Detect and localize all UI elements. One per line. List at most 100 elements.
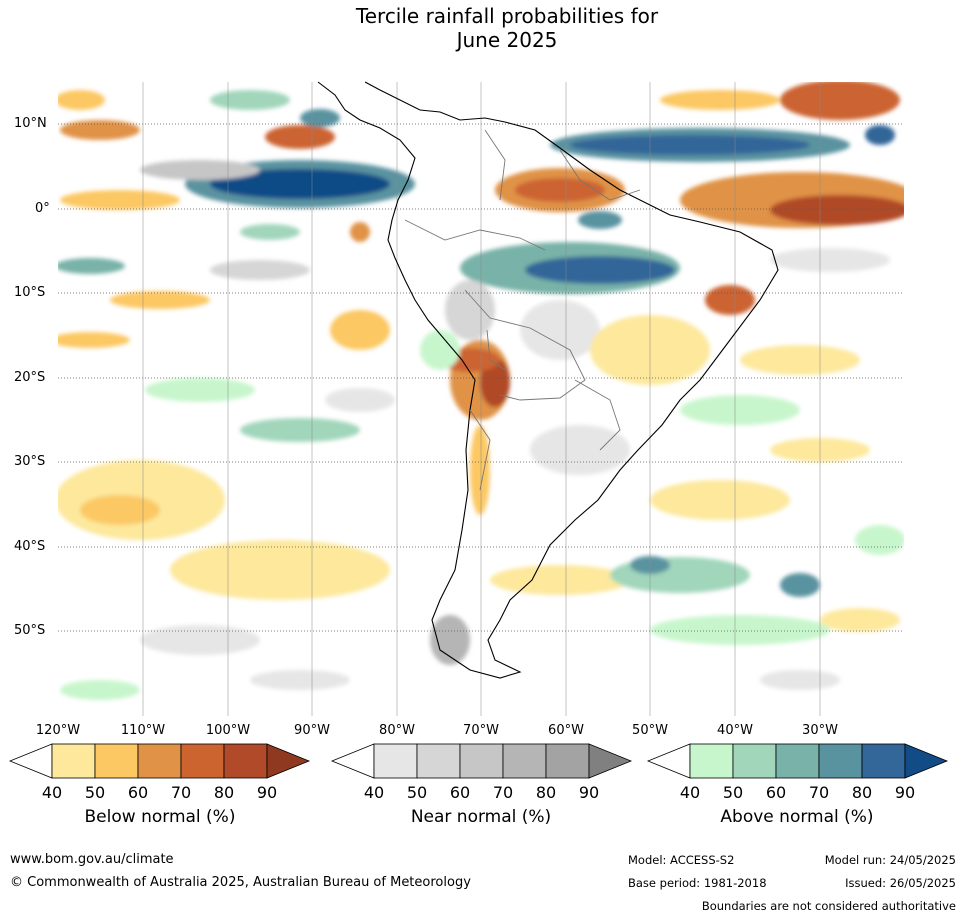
- colorbar-segment: [180, 743, 225, 779]
- lon-label: 100°W: [205, 723, 251, 738]
- lat-label: 50°S: [14, 623, 46, 638]
- colorbar-tick: 90: [894, 783, 916, 802]
- above-normal-area: [420, 330, 460, 370]
- colorbar-segment: [459, 743, 504, 779]
- colorbar-segment: [545, 743, 590, 779]
- below-normal-area: [60, 190, 180, 210]
- below-normal-area: [740, 345, 860, 375]
- lat-label: 10°N: [14, 116, 47, 131]
- colorbar-tick: 40: [41, 783, 63, 802]
- below-normal-area: [820, 608, 900, 632]
- below-normal-area: [770, 195, 904, 225]
- colorbar-above-normal: [646, 743, 949, 779]
- below-normal-area: [110, 291, 210, 309]
- colorbar-segment: [94, 743, 139, 779]
- lon-label: 80°W: [379, 723, 415, 738]
- below-normal-area: [330, 310, 390, 350]
- colorbar-segment: [8, 743, 53, 779]
- model-name: Model: ACCESS-S2: [628, 853, 735, 867]
- colorbar-segment: [330, 743, 375, 779]
- title-line-2: June 2025: [456, 28, 558, 52]
- lon-label: 50°W: [632, 723, 668, 738]
- colorbar-tick: 90: [256, 783, 278, 802]
- copyright-notice: © Commonwealth of Australia 2025, Austra…: [10, 875, 471, 890]
- colorbar-segment: [373, 743, 418, 779]
- above-normal-area: [570, 135, 810, 155]
- below-normal-area: [650, 480, 790, 520]
- lon-label: 110°W: [120, 723, 166, 738]
- colorbar-segment: [904, 743, 949, 779]
- lat-label: 10°S: [14, 285, 46, 300]
- near-normal-area: [530, 425, 630, 475]
- below-normal-area: [660, 90, 780, 110]
- colorbar-tick: 90: [578, 783, 600, 802]
- below-normal-area: [58, 90, 105, 110]
- near-normal-area: [445, 280, 495, 340]
- below-normal-area: [60, 120, 140, 140]
- above-normal-area: [578, 211, 622, 229]
- colorbar-segment: [416, 743, 461, 779]
- colorbar-tick: 80: [213, 783, 235, 802]
- above-normal-area: [240, 224, 300, 240]
- colorbar-segment: [51, 743, 96, 779]
- above-normal-area: [525, 256, 675, 284]
- above-normal-area: [855, 525, 904, 555]
- colorbar-segment: [861, 743, 906, 779]
- below-normal-area: [470, 425, 490, 515]
- colorbar-tick: 60: [127, 783, 149, 802]
- above-normal-area: [240, 418, 360, 442]
- lat-label: 20°S: [14, 370, 46, 385]
- near-normal-area: [430, 615, 470, 665]
- lon-label: 60°W: [548, 723, 584, 738]
- colorbar-title-above: Above normal (%): [720, 807, 874, 827]
- below-normal-area: [170, 540, 390, 600]
- colorbar-tick: 60: [765, 783, 787, 802]
- model-run-date: Model run: 24/05/2025: [824, 853, 956, 867]
- lat-label: 40°S: [14, 539, 46, 554]
- lat-label: 30°S: [14, 454, 46, 469]
- below-normal-area: [705, 285, 755, 315]
- website-link[interactable]: www.bom.gov.au/climate: [10, 852, 174, 867]
- near-normal-area: [325, 388, 395, 412]
- base-period: Base period: 1981-2018: [628, 876, 767, 890]
- near-normal-area: [770, 248, 890, 272]
- below-normal-area: [350, 222, 370, 242]
- lon-label: 70°W: [463, 723, 499, 738]
- boundaries-disclaimer: Boundaries are not considered authoritat…: [701, 899, 956, 913]
- colorbar-tick: 40: [679, 783, 701, 802]
- country-borders: [404, 129, 641, 491]
- below-normal-area: [80, 495, 160, 525]
- lon-label: 40°W: [717, 723, 753, 738]
- lat-label: 0°: [35, 201, 50, 216]
- below-normal-area: [515, 178, 605, 202]
- above-normal-area: [650, 615, 830, 645]
- colorbar-segment: [137, 743, 182, 779]
- lon-label: 120°W: [35, 723, 81, 738]
- colorbar-segment: [689, 743, 734, 779]
- lon-label: 90°W: [294, 723, 330, 738]
- colorbar-title-below: Below normal (%): [84, 807, 236, 827]
- map-title: Tercile rainfall probabilities for June …: [0, 4, 965, 52]
- near-normal-area: [140, 625, 260, 655]
- below-normal-area: [780, 82, 900, 120]
- near-normal-area: [760, 670, 840, 690]
- colorbar-below-normal: [8, 743, 311, 779]
- probability-fields: [58, 82, 904, 700]
- colorbar-segment: [775, 743, 820, 779]
- lon-label: 30°W: [802, 723, 838, 738]
- near-normal-area: [520, 300, 600, 360]
- below-normal-area: [58, 332, 130, 348]
- below-normal-area: [490, 565, 630, 595]
- colorbar-segment: [266, 743, 311, 779]
- colorbar-segment: [223, 743, 268, 779]
- above-normal-area: [210, 169, 390, 199]
- above-normal-area: [680, 395, 800, 425]
- south-america-coastline: [317, 81, 779, 679]
- colorbar-tick: 80: [535, 783, 557, 802]
- colorbar-title-near: Near normal (%): [410, 807, 552, 827]
- lon-gridlines: [142, 82, 821, 716]
- colorbar-segment: [818, 743, 863, 779]
- above-normal-area: [145, 378, 255, 402]
- near-normal-area: [140, 160, 260, 180]
